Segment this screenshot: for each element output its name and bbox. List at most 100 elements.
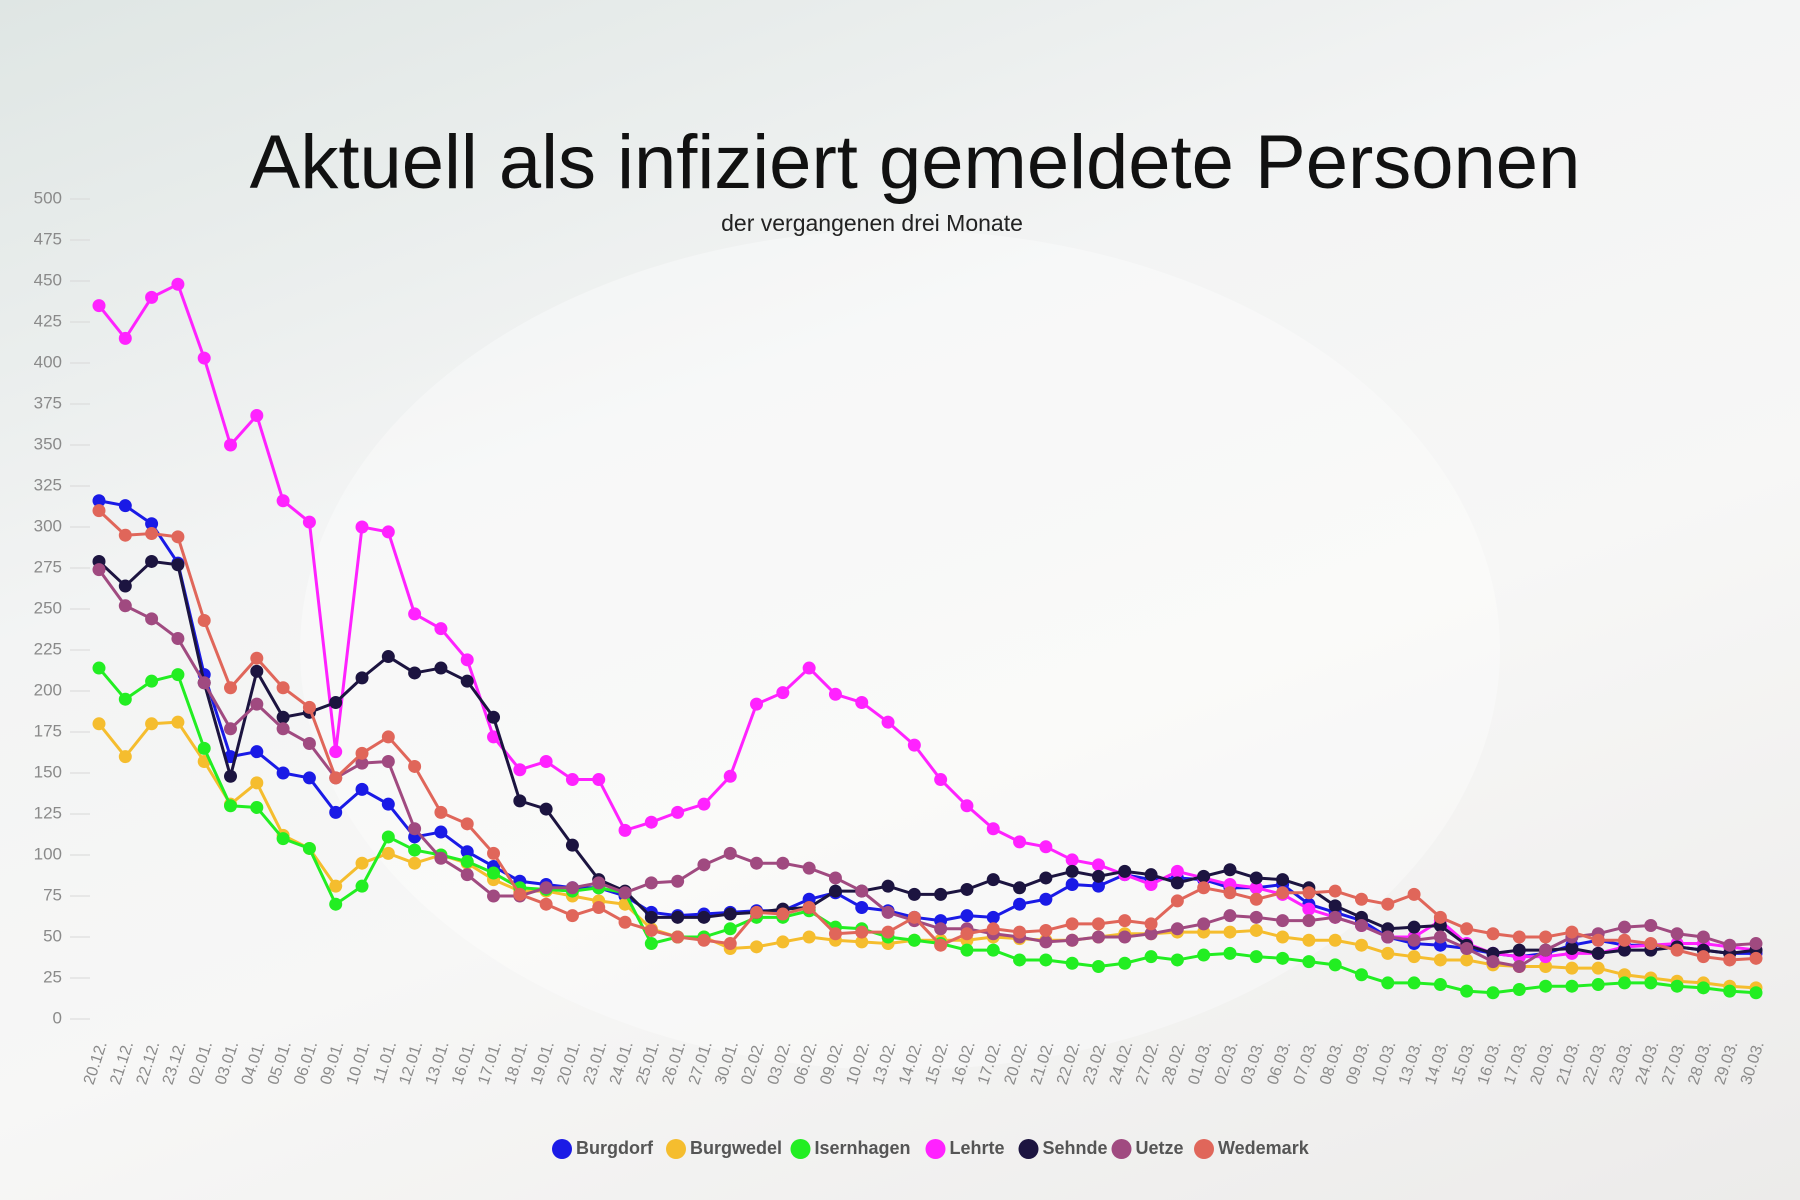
data-point (539, 881, 553, 895)
data-point (565, 909, 579, 923)
data-point (1591, 933, 1605, 947)
data-point (1460, 984, 1474, 998)
x-tick-label: 13.03. (1396, 1039, 1426, 1087)
data-point (355, 856, 369, 870)
data-point (460, 845, 474, 859)
data-point (1249, 923, 1263, 937)
data-point (1512, 960, 1526, 974)
data-point (197, 676, 211, 690)
data-point (1223, 863, 1237, 877)
data-point (1170, 894, 1184, 908)
data-point (302, 736, 316, 750)
data-point (1302, 933, 1316, 947)
data-point (934, 887, 948, 901)
data-point (434, 805, 448, 819)
data-point (1039, 935, 1053, 949)
data-point (145, 290, 159, 304)
data-point (276, 681, 290, 695)
legend-label: Burgdorf (576, 1138, 654, 1158)
data-point (1723, 938, 1737, 952)
data-point (986, 873, 1000, 887)
data-point (723, 846, 737, 860)
data-point (1617, 976, 1631, 990)
data-point (355, 520, 369, 534)
data-point (1617, 920, 1631, 934)
x-tick-label: 13.01. (423, 1039, 453, 1087)
data-point (776, 935, 790, 949)
y-tick-label: 225 (34, 639, 62, 658)
data-point (644, 910, 658, 924)
data-point (802, 661, 816, 675)
data-point (723, 922, 737, 936)
data-point (1381, 897, 1395, 911)
data-point (171, 530, 185, 544)
chart-title: Aktuell als infiziert gemeldete Personen (250, 120, 1581, 205)
data-point (1276, 951, 1290, 965)
data-point (1013, 953, 1027, 967)
y-tick-label: 500 (34, 188, 62, 207)
data-point (329, 805, 343, 819)
y-tick-label: 100 (34, 844, 62, 863)
data-point (381, 650, 395, 664)
y-tick-label: 25 (43, 967, 62, 986)
data-point (960, 943, 974, 957)
data-point (1065, 853, 1079, 867)
x-tick-label: 12.01. (397, 1039, 427, 1087)
series-line (97, 720, 1757, 990)
data-point (592, 876, 606, 890)
data-point (434, 825, 448, 839)
data-point (329, 745, 343, 759)
series-line (97, 559, 1757, 955)
data-point (1486, 955, 1500, 969)
data-point (118, 579, 132, 593)
legend-swatch (666, 1139, 686, 1159)
data-point (381, 797, 395, 811)
legend-swatch (1194, 1139, 1214, 1159)
data-point (644, 937, 658, 951)
data-point (145, 717, 159, 731)
data-point (329, 897, 343, 911)
data-point (145, 674, 159, 688)
x-tick-label: 23.01. (581, 1039, 611, 1087)
data-point (1354, 919, 1368, 933)
data-point (697, 797, 711, 811)
data-point (671, 805, 685, 819)
data-point (855, 925, 869, 939)
data-point (828, 871, 842, 885)
data-point (1644, 919, 1658, 933)
y-tick-label: 425 (34, 311, 62, 330)
data-point (592, 773, 606, 787)
data-point (408, 843, 422, 857)
x-tick-label: 01.03. (1186, 1039, 1216, 1087)
x-tick-label: 06.01. (291, 1039, 321, 1087)
data-point (697, 933, 711, 947)
data-point (1170, 953, 1184, 967)
data-point (1249, 950, 1263, 964)
data-point (1460, 941, 1474, 955)
data-point (1407, 887, 1421, 901)
data-point (460, 855, 474, 869)
data-point (1433, 910, 1447, 924)
data-point (355, 746, 369, 760)
data-point (697, 858, 711, 872)
data-point (355, 671, 369, 685)
data-point (1118, 914, 1132, 928)
data-point (1644, 976, 1658, 990)
data-point (1460, 953, 1474, 967)
data-point (1302, 955, 1316, 969)
data-point (1144, 868, 1158, 882)
data-point (197, 613, 211, 627)
data-point (224, 769, 238, 783)
data-point (460, 868, 474, 882)
data-point (329, 771, 343, 785)
data-point (145, 554, 159, 568)
data-point (618, 915, 632, 929)
data-point (802, 900, 816, 914)
data-point (1328, 958, 1342, 972)
data-point (487, 866, 501, 880)
data-point (171, 715, 185, 729)
data-point (434, 661, 448, 675)
data-point (381, 525, 395, 539)
data-point (1617, 933, 1631, 947)
data-point (855, 935, 869, 949)
